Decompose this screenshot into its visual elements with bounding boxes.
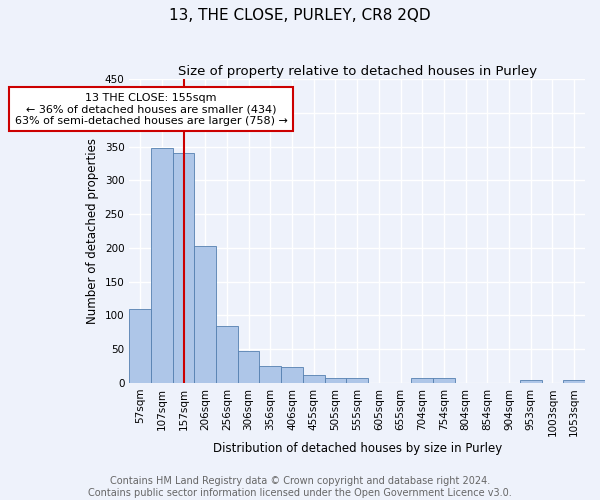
- Y-axis label: Number of detached properties: Number of detached properties: [86, 138, 99, 324]
- Bar: [129, 308, 151, 383]
- Bar: [325, 378, 346, 383]
- Bar: [303, 375, 325, 383]
- Bar: [433, 378, 455, 383]
- Bar: [194, 246, 216, 383]
- Bar: [520, 380, 542, 383]
- Bar: [563, 380, 585, 383]
- Bar: [281, 368, 303, 383]
- X-axis label: Distribution of detached houses by size in Purley: Distribution of detached houses by size …: [212, 442, 502, 455]
- Bar: [173, 153, 194, 383]
- Bar: [238, 351, 259, 383]
- Text: Contains HM Land Registry data © Crown copyright and database right 2024.
Contai: Contains HM Land Registry data © Crown c…: [88, 476, 512, 498]
- Bar: [259, 366, 281, 383]
- Bar: [216, 326, 238, 383]
- Text: 13 THE CLOSE: 155sqm
← 36% of detached houses are smaller (434)
63% of semi-deta: 13 THE CLOSE: 155sqm ← 36% of detached h…: [14, 92, 287, 126]
- Bar: [412, 378, 433, 383]
- Bar: [346, 378, 368, 383]
- Text: 13, THE CLOSE, PURLEY, CR8 2QD: 13, THE CLOSE, PURLEY, CR8 2QD: [169, 8, 431, 22]
- Title: Size of property relative to detached houses in Purley: Size of property relative to detached ho…: [178, 65, 537, 78]
- Bar: [151, 148, 173, 383]
